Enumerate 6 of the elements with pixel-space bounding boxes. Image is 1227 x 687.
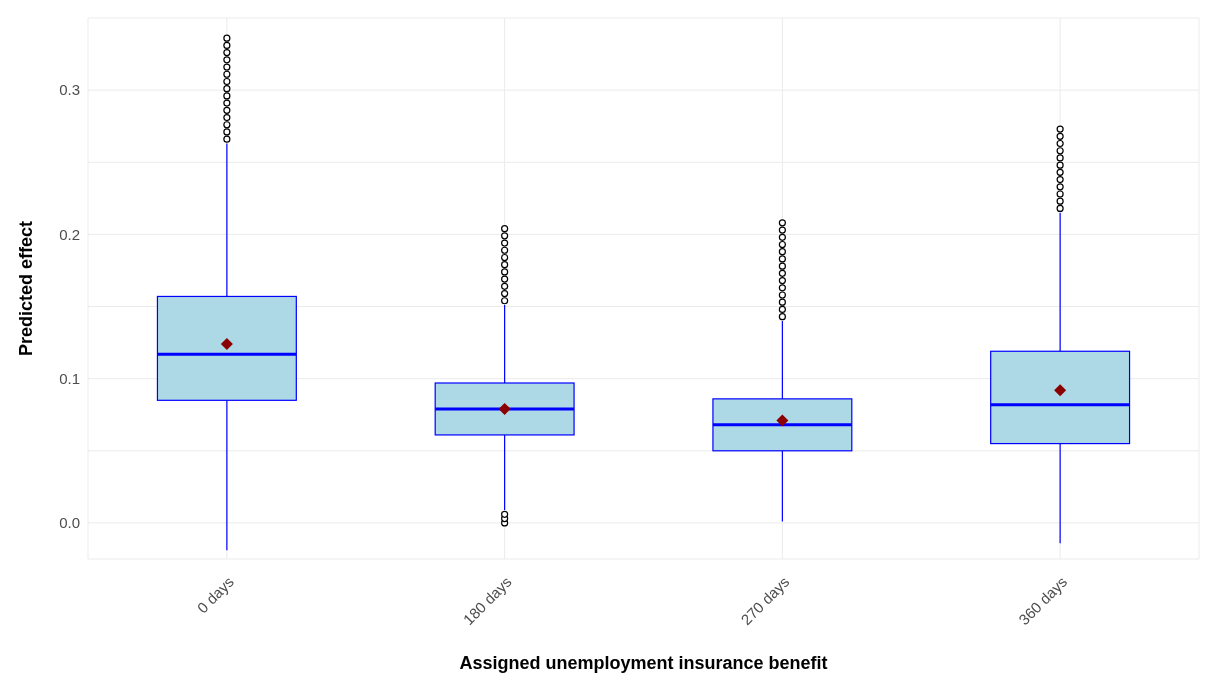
y-tick-label: 0.0 [59,514,80,532]
y-tick-label: 0.2 [59,225,80,243]
y-tick-label: 0.3 [59,81,80,99]
y-tick-label: 0.1 [59,369,80,387]
x-axis-title: Assigned unemployment insurance benefit [459,653,828,673]
y-axis-title: Predicted effect [16,220,37,357]
